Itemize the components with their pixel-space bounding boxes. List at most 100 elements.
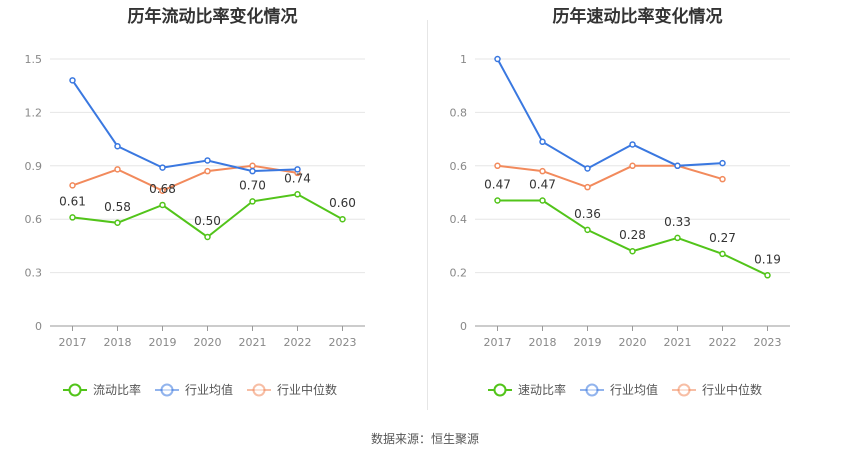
data-label: 0.68 xyxy=(149,182,176,196)
chart-panel-quick-ratio: 历年速动比率变化情况 0 0.2 0.4 0.6 0.8 1 2017 2018 2019 202… xyxy=(425,0,850,420)
x-tick-label: 2018 xyxy=(104,336,132,349)
chart-title: 历年速动比率变化情况 xyxy=(552,7,723,27)
data-label: 0.36 xyxy=(574,207,601,221)
x-tick-label: 2020 xyxy=(619,336,647,349)
chart-svg-current-ratio: 0 0.3 0.6 0.9 1.2 1.5 2017 2018 2019 2020 2021 2022… xyxy=(25,53,365,397)
data-source-note: 数据来源：恒生聚源 xyxy=(370,432,479,446)
data-point xyxy=(584,165,591,172)
data-point xyxy=(69,77,76,84)
series-line xyxy=(71,79,298,173)
legend-label: 行业均值 xyxy=(610,382,658,397)
y-tick-label: 1 xyxy=(460,53,467,66)
panel-divider xyxy=(427,20,428,410)
series-line xyxy=(72,164,298,192)
legend-marker xyxy=(493,383,507,397)
data-label: 0.28 xyxy=(619,228,646,242)
data-point xyxy=(539,138,546,146)
legend-marker xyxy=(677,383,691,397)
data-point xyxy=(204,233,211,241)
data-point xyxy=(69,182,76,189)
data-point xyxy=(674,234,681,242)
legend-label: 流动比率 xyxy=(93,382,141,397)
y-tick-label: 0 xyxy=(460,320,467,333)
y-tick-label: 0.9 xyxy=(25,160,43,173)
x-tick-label: 2019 xyxy=(574,336,602,349)
chart-svg-quick-ratio: 0 0.2 0.4 0.6 0.8 1 2017 2018 2019 2020 2021 2022 20… xyxy=(450,53,790,397)
x-tick-label: 2017 xyxy=(484,336,512,349)
x-tick-label: 2017 xyxy=(59,336,87,349)
y-tick-label: 0 xyxy=(35,320,42,333)
data-point xyxy=(249,162,256,170)
data-label: 0.47 xyxy=(529,178,556,192)
data-point xyxy=(339,215,346,223)
data-point xyxy=(204,157,211,164)
data-label: 0.33 xyxy=(664,215,691,229)
legend-marker xyxy=(68,383,82,397)
data-point xyxy=(719,175,726,183)
x-tick-label: 2021 xyxy=(239,336,267,349)
data-point xyxy=(114,219,121,227)
y-tick-label: 0.6 xyxy=(450,160,468,173)
data-label: 0.61 xyxy=(59,194,86,208)
data-point xyxy=(69,214,76,221)
data-label: 0.47 xyxy=(484,178,511,192)
y-tick-label: 1.2 xyxy=(25,106,43,119)
data-label: 0.58 xyxy=(104,200,131,214)
data-point xyxy=(249,167,256,175)
data-label: 0.60 xyxy=(329,196,356,210)
data-point xyxy=(294,166,301,173)
data-label: 0.27 xyxy=(709,231,736,245)
data-point xyxy=(204,167,211,175)
chart-title: 历年流动比率变化情况 xyxy=(127,7,298,27)
data-point xyxy=(494,162,501,170)
data-point xyxy=(494,197,501,204)
data-point xyxy=(719,159,726,167)
data-point xyxy=(584,226,591,234)
data-point xyxy=(629,162,636,170)
legend-marker xyxy=(160,383,174,397)
series-line xyxy=(497,164,723,189)
legend-label: 行业均值 xyxy=(185,382,233,397)
legend-label: 行业中位数 xyxy=(277,382,337,397)
y-tick-label: 0.4 xyxy=(450,213,468,226)
data-label: 0.50 xyxy=(194,214,221,228)
y-tick-label: 0.8 xyxy=(450,106,468,119)
data-point xyxy=(159,187,166,194)
data-point xyxy=(249,198,256,205)
legend-marker xyxy=(585,383,599,397)
data-point xyxy=(114,166,121,173)
x-tick-label: 2023 xyxy=(754,336,782,349)
x-tick-label: 2022 xyxy=(709,336,737,349)
data-point xyxy=(629,247,636,255)
y-tick-label: 0.3 xyxy=(25,267,43,280)
chart-panel-current-ratio: 历年流动比率变化情况 0 0.3 0.6 0.9 1.2 1.5 2017 2018 2019 2… xyxy=(0,0,425,420)
x-tick-label: 2018 xyxy=(529,336,557,349)
legend-label: 行业中位数 xyxy=(702,382,762,397)
y-tick-label: 0.2 xyxy=(450,267,468,280)
data-point xyxy=(294,191,301,198)
data-point xyxy=(719,250,726,258)
data-point xyxy=(764,272,771,279)
data-label: 0.70 xyxy=(239,178,266,192)
data-point xyxy=(159,164,166,171)
data-point xyxy=(539,197,546,204)
data-label: 0.74 xyxy=(284,171,311,185)
data-point xyxy=(584,183,591,191)
data-point xyxy=(114,142,121,150)
x-tick-label: 2021 xyxy=(664,336,692,349)
data-point xyxy=(674,162,681,170)
y-tick-label: 1.5 xyxy=(25,53,43,66)
data-point xyxy=(539,167,546,175)
x-tick-label: 2019 xyxy=(149,336,177,349)
x-tick-label: 2020 xyxy=(194,336,222,349)
x-tick-label: 2022 xyxy=(284,336,312,349)
y-tick-label: 0.6 xyxy=(25,213,43,226)
data-label: 0.19 xyxy=(754,252,781,266)
legend-label: 速动比率 xyxy=(518,382,566,397)
data-point xyxy=(159,201,166,209)
data-point xyxy=(629,141,636,148)
data-point xyxy=(494,55,501,63)
legend-marker xyxy=(252,383,266,397)
series-line xyxy=(496,58,723,170)
x-tick-label: 2023 xyxy=(329,336,357,349)
